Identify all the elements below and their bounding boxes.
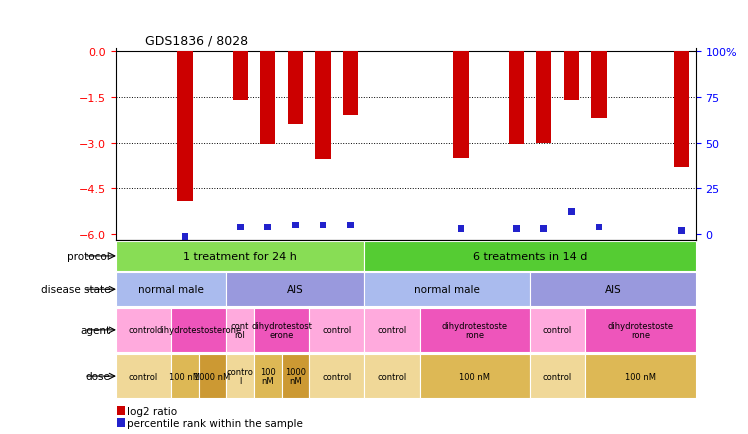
Bar [585, 308, 696, 352]
Text: control: control [377, 326, 407, 335]
Text: dihydrotestosterone: dihydrotestosterone [156, 326, 242, 335]
Bar [171, 354, 199, 398]
Text: cont
rol: cont rol [231, 321, 249, 339]
Bar [264, 224, 272, 231]
Text: control: control [129, 326, 158, 335]
Text: disease state: disease state [40, 285, 110, 295]
Bar [199, 354, 227, 398]
Bar [316, 52, 331, 160]
Bar [116, 354, 171, 398]
Bar [564, 52, 579, 101]
Bar [288, 52, 303, 125]
Text: AIS: AIS [604, 285, 621, 295]
Text: 100 nM: 100 nM [459, 372, 490, 381]
Bar [674, 52, 690, 168]
Bar [364, 273, 530, 306]
Bar [343, 52, 358, 116]
Text: dihydrotestoste
rone: dihydrotestoste rone [442, 321, 508, 339]
Bar [678, 228, 685, 234]
Bar [117, 406, 125, 415]
Bar [116, 241, 364, 271]
Bar [347, 222, 354, 229]
Text: control: control [129, 372, 158, 381]
Text: 1 treatment for 24 h: 1 treatment for 24 h [183, 251, 297, 261]
Bar [116, 308, 171, 352]
Text: dihydrotestost
erone: dihydrotestost erone [251, 321, 312, 339]
Bar [364, 241, 696, 271]
Bar [530, 273, 696, 306]
Bar [227, 273, 364, 306]
Bar [281, 354, 309, 398]
Bar [182, 233, 188, 240]
Bar [254, 308, 309, 352]
Bar [458, 226, 465, 233]
Bar [420, 308, 530, 352]
Bar [254, 354, 281, 398]
Text: control: control [543, 372, 572, 381]
Text: normal male: normal male [138, 285, 204, 295]
Text: control: control [543, 326, 572, 335]
Bar [364, 308, 420, 352]
Text: AIS: AIS [287, 285, 304, 295]
Bar [227, 308, 254, 352]
Bar [540, 226, 548, 233]
Bar [309, 354, 364, 398]
Text: dose: dose [85, 371, 110, 381]
Bar [171, 308, 227, 352]
Bar [420, 354, 530, 398]
Bar [530, 308, 585, 352]
Text: 1000
nM: 1000 nM [285, 367, 306, 385]
Bar [509, 52, 524, 145]
Text: log2 ratio: log2 ratio [127, 406, 177, 416]
Text: control: control [322, 372, 352, 381]
Bar [292, 222, 298, 229]
Text: 100 nM: 100 nM [625, 372, 656, 381]
Bar [568, 209, 574, 216]
Bar [536, 52, 551, 143]
Text: 6 treatments in 14 d: 6 treatments in 14 d [473, 251, 587, 261]
Bar [319, 222, 326, 229]
Text: GDS1836 / 8028: GDS1836 / 8028 [145, 35, 248, 48]
Bar [530, 354, 585, 398]
Text: protocol: protocol [67, 251, 110, 261]
Bar [117, 418, 125, 427]
Text: percentile rank within the sample: percentile rank within the sample [127, 418, 303, 427]
Bar [177, 52, 192, 201]
Text: 100
nM: 100 nM [260, 367, 276, 385]
Bar [233, 52, 248, 101]
Text: agent: agent [80, 325, 110, 335]
Bar [592, 52, 607, 119]
Bar [227, 354, 254, 398]
Text: control: control [377, 372, 407, 381]
Bar [585, 354, 696, 398]
Text: normal male: normal male [414, 285, 480, 295]
Bar [116, 273, 227, 306]
Bar [260, 52, 275, 145]
Text: 100 nM: 100 nM [170, 372, 200, 381]
Bar [453, 52, 468, 158]
Text: control: control [322, 326, 352, 335]
Text: dihydrotestoste
rone: dihydrotestoste rone [607, 321, 673, 339]
Bar [364, 354, 420, 398]
Bar [237, 224, 244, 231]
Text: 1000 nM: 1000 nM [194, 372, 230, 381]
Text: contro
l: contro l [227, 367, 254, 385]
Bar [513, 226, 520, 233]
Bar [595, 224, 602, 231]
Bar [309, 308, 364, 352]
